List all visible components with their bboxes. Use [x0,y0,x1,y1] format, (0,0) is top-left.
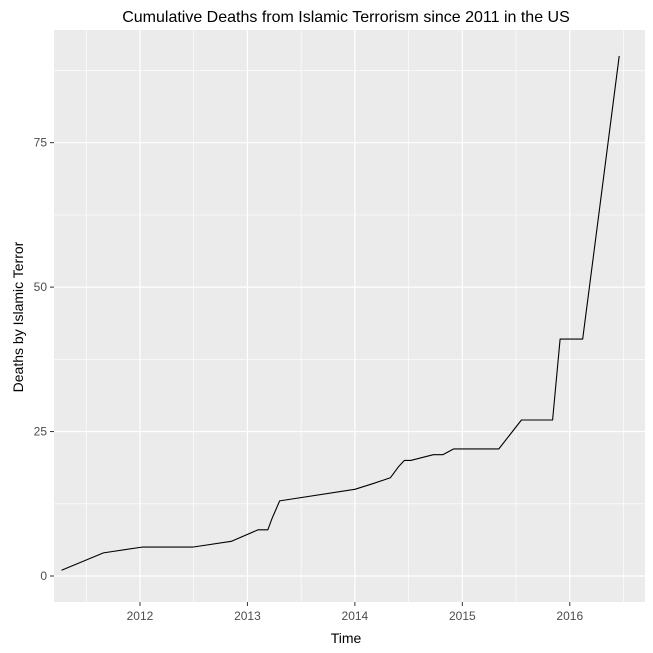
y-axis-title: Deaths by Islamic Terror [10,241,26,392]
x-tick-label: 2015 [449,609,476,623]
x-axis: 2012 2013 2014 2015 2016 [127,602,583,623]
y-tick-label: 75 [34,136,48,150]
y-tick-label: 25 [34,425,48,439]
y-axis: 0 25 50 75 [34,136,54,583]
y-tick-label: 50 [34,280,48,294]
series-line [61,55,620,571]
y-tick-label: 0 [40,569,47,583]
x-tick-label: 2012 [127,609,154,623]
series-layer [61,55,620,571]
x-tick-label: 2013 [234,609,261,623]
x-axis-title: Time [331,630,362,646]
plot-panel [54,30,645,602]
x-tick-label: 2016 [556,609,583,623]
chart-title: Cumulative Deaths from Islamic Terrorism… [122,9,570,26]
major-gridlines [54,30,645,602]
minor-gridlines [54,30,645,602]
x-tick-label: 2014 [342,609,369,623]
